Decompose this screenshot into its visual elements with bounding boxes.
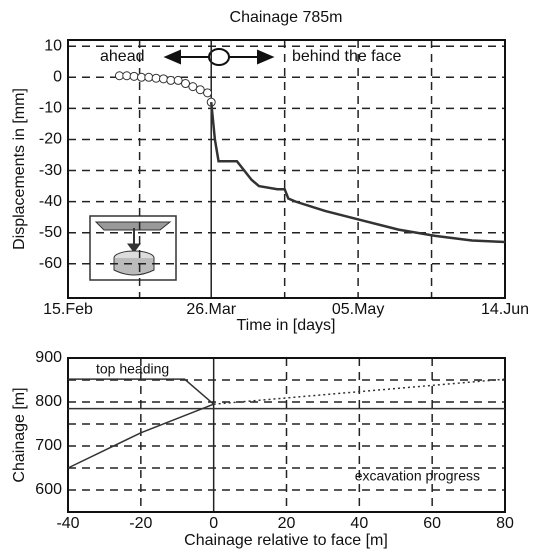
- x-tick-label: -40: [56, 515, 79, 532]
- data-line: [213, 378, 506, 405]
- annotation: top heading: [96, 361, 169, 377]
- annotation: ahead: [100, 48, 145, 65]
- y-tick-label: -30: [39, 162, 62, 179]
- y-tick-label: -10: [39, 100, 62, 117]
- chart-title: Chainage 785m: [230, 9, 343, 26]
- data-point: [129, 71, 139, 81]
- data-line: [209, 102, 506, 244]
- x-tick-label: -20: [129, 515, 152, 532]
- data-point: [122, 71, 132, 81]
- y-tick-label: 800: [35, 393, 62, 410]
- data-point: [144, 72, 154, 82]
- x-tick-label: 80: [496, 515, 514, 532]
- x-tick-label: 40: [350, 515, 368, 532]
- x-tick-label: 05.May: [332, 301, 384, 318]
- y-tick-label: 600: [35, 481, 62, 498]
- x-tick-label: 14.Jun: [481, 301, 529, 318]
- data-point: [188, 82, 198, 92]
- annotation: behind the face: [292, 48, 402, 65]
- y-axis-label: Displacements in [mm]: [11, 88, 28, 250]
- inset-icon: [89, 215, 177, 281]
- x-tick-label: 26.Mar: [186, 301, 236, 318]
- y-tick-label: -40: [39, 193, 62, 210]
- annotation: excavation progress: [355, 468, 480, 484]
- data-point: [158, 74, 168, 84]
- x-tick-label: 20: [278, 515, 296, 532]
- y-tick-label: -60: [39, 255, 62, 272]
- y-tick-label: -20: [39, 131, 62, 148]
- data-line: [67, 403, 214, 469]
- x-axis-label: Chainage relative to face [m]: [184, 532, 388, 549]
- data-point: [181, 79, 191, 89]
- x-tick-label: 0: [209, 515, 218, 532]
- data-point: [114, 71, 124, 81]
- y-tick-label: 0: [53, 69, 62, 86]
- x-tick-label: 60: [423, 515, 441, 532]
- plot-frame: [67, 357, 506, 513]
- y-tick-label: 700: [35, 437, 62, 454]
- data-point: [151, 73, 161, 83]
- y-tick-label: -50: [39, 224, 62, 241]
- x-tick-label: 15.Feb: [43, 301, 93, 318]
- plot-frame: [67, 39, 506, 299]
- data-point: [203, 88, 213, 98]
- data-point: [173, 75, 183, 85]
- y-tick-label: 900: [35, 349, 62, 366]
- data-line: [68, 378, 215, 405]
- x-axis-label: Time in [days]: [237, 317, 336, 334]
- data-point: [166, 75, 176, 85]
- data-point: [195, 85, 205, 95]
- y-axis-label: Chainage [m]: [11, 387, 28, 482]
- data-point: [136, 72, 146, 82]
- y-tick-label: 10: [44, 37, 62, 54]
- face-arrow: [163, 48, 275, 66]
